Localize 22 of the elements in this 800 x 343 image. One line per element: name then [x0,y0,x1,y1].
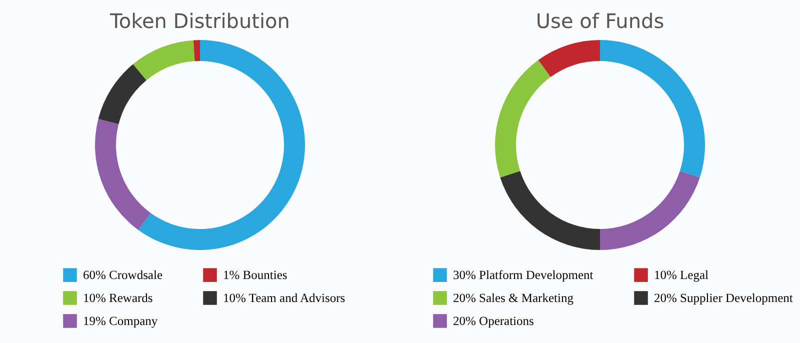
legend-label: 20% Supplier Development [654,291,794,305]
legend-label: 1% Bounties [223,268,288,282]
donut-slice [95,118,151,230]
donut-slice [600,170,700,250]
donut-slice [138,40,305,250]
donut-slice [500,170,600,250]
chart-title: Token Distribution [109,9,290,33]
legend-label: 10% Team and Advisors [223,291,346,305]
legend-label: 20% Operations [453,314,534,328]
legend-label: 10% Rewards [83,291,153,305]
legend-label: 10% Legal [654,268,710,282]
donut-slice [98,64,146,124]
legend-label: 30% Platform Development [453,268,594,282]
donut-slice [193,40,200,62]
legend-label: 60% Crowdsale [83,268,163,282]
legend-label: 19% Company [83,314,158,328]
donut-slice [133,40,195,80]
legend-label: 20% Sales & Marketing [453,291,574,305]
chart-title: Use of Funds [536,9,664,33]
donut-slice [600,40,705,178]
donut-slice [538,40,600,78]
donut-slice [495,60,551,178]
